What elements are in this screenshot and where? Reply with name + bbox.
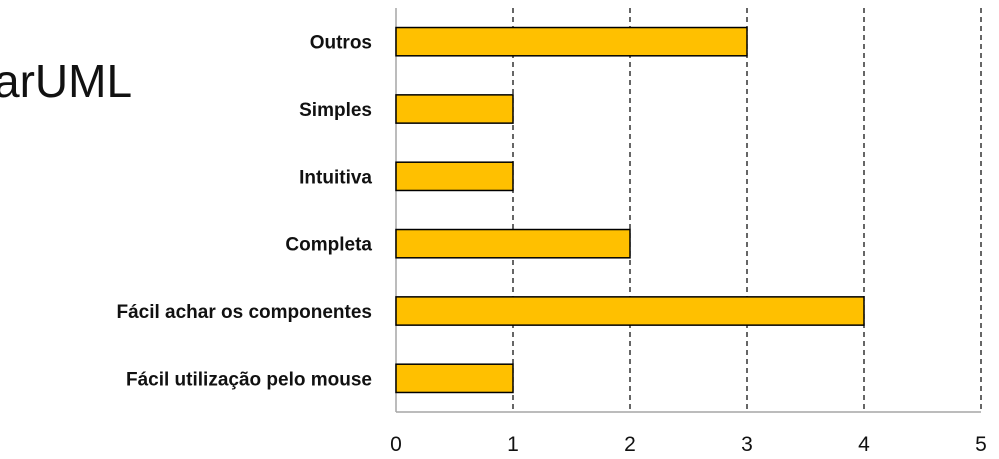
category-labels: Outros Simples Intuitiva Completa Fácil acha… [116,33,372,391]
x-tick-label-4: 4 [858,433,870,456]
category-label-1: Simples [299,100,372,121]
category-label-5: Fácil utilização pelo mouse [126,369,372,390]
bars [395,26,865,394]
gridlines [512,8,982,412]
category-label-2: Intuitiva [299,167,372,188]
bar-1 [395,94,514,124]
x-tick-label-1: 1 [507,433,519,456]
x-tick-label-0: 0 [390,433,402,456]
tick-labels: 0 1 2 3 4 5 [390,433,987,456]
x-tick-label-3: 3 [741,433,753,456]
axes [395,8,981,413]
bar-0 [395,26,748,57]
bar-4 [395,296,865,326]
x-tick-label-5: 5 [975,433,987,456]
bar-2 [395,161,514,192]
bar-3 [395,228,631,259]
category-label-0: Outros [310,33,372,54]
category-label-4: Fácil achar os componentes [116,302,372,323]
slide-title: arUML [0,55,133,107]
category-label-3: Completa [285,235,372,256]
x-tick-label-2: 2 [624,433,636,456]
bar-5 [395,363,514,394]
